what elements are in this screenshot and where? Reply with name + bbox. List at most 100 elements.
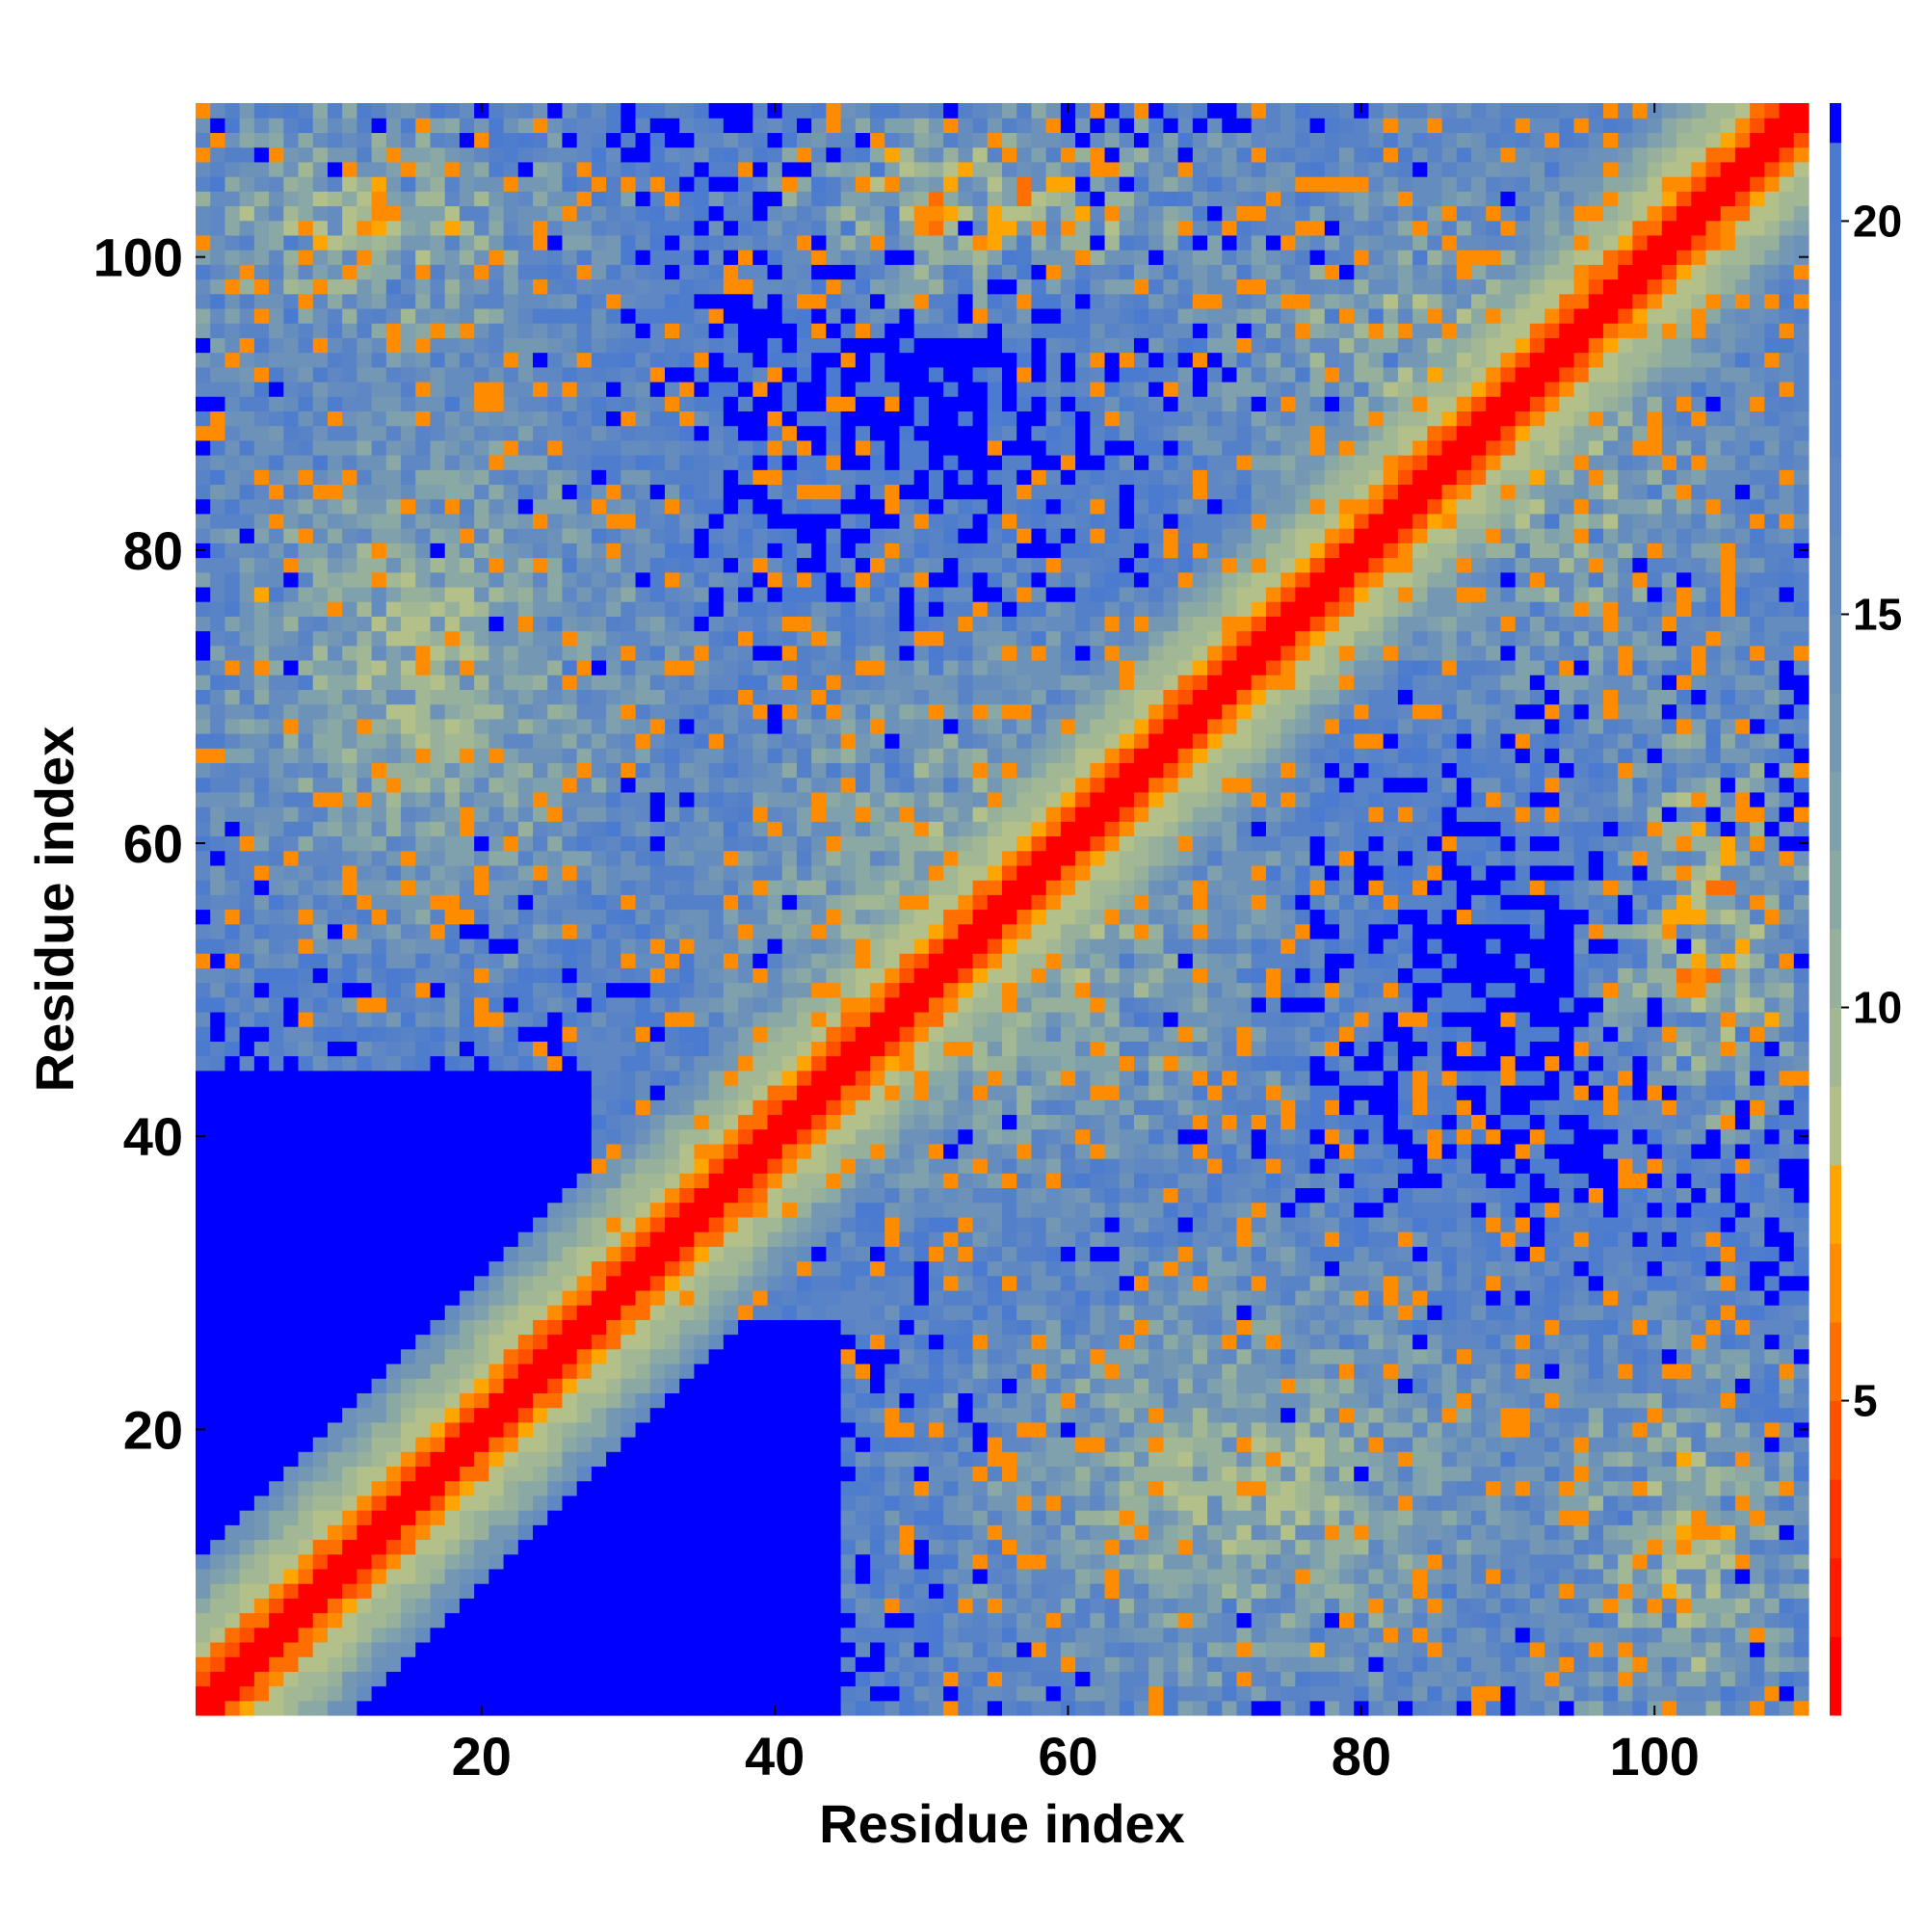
heatmap-cell bbox=[210, 118, 226, 134]
heatmap-cell bbox=[767, 659, 783, 675]
heatmap-cell bbox=[269, 571, 284, 588]
heatmap-cell bbox=[533, 953, 548, 968]
heatmap-cell bbox=[269, 543, 284, 559]
heatmap-cell bbox=[826, 1085, 842, 1100]
heatmap-cell bbox=[796, 762, 812, 779]
heatmap-cell bbox=[224, 909, 241, 925]
heatmap-cell bbox=[503, 1231, 519, 1247]
heatmap-cell bbox=[708, 381, 725, 397]
heatmap-cell bbox=[401, 1114, 416, 1130]
heatmap-cell bbox=[649, 410, 666, 427]
heatmap-cell bbox=[781, 337, 798, 354]
heatmap-cell bbox=[781, 1026, 798, 1042]
heatmap-cell bbox=[606, 278, 621, 295]
heatmap-cell bbox=[224, 1246, 241, 1262]
heatmap-cell bbox=[430, 513, 446, 529]
heatmap-cell bbox=[811, 1553, 827, 1570]
heatmap-cell bbox=[591, 1407, 607, 1423]
heatmap-cell bbox=[811, 1289, 827, 1306]
heatmap-cell bbox=[767, 1334, 783, 1350]
heatmap-cell bbox=[210, 1480, 226, 1496]
heatmap-cell bbox=[415, 323, 432, 338]
heatmap-cell bbox=[562, 498, 578, 515]
heatmap-cell bbox=[664, 191, 680, 207]
heatmap-cell bbox=[635, 659, 651, 675]
heatmap-cell bbox=[269, 1378, 284, 1393]
heatmap-cell bbox=[371, 1480, 387, 1496]
heatmap-cell bbox=[781, 718, 798, 734]
heatmap-cell bbox=[385, 1641, 402, 1657]
heatmap-cell bbox=[342, 1173, 357, 1189]
heatmap-cell bbox=[444, 132, 461, 148]
heatmap-cell bbox=[444, 718, 461, 734]
heatmap-cell bbox=[708, 425, 725, 441]
heatmap-cell bbox=[708, 1334, 725, 1350]
heatmap-cell bbox=[708, 703, 725, 720]
heatmap-cell bbox=[576, 1378, 593, 1393]
heatmap-cell bbox=[635, 132, 651, 148]
heatmap-cell bbox=[576, 1656, 593, 1672]
heatmap-cell bbox=[312, 146, 329, 163]
heatmap-cell bbox=[385, 1158, 402, 1174]
heatmap-cell bbox=[312, 250, 329, 265]
heatmap-cell bbox=[606, 307, 621, 324]
heatmap-cell bbox=[562, 1451, 578, 1468]
heatmap-cell bbox=[620, 1085, 637, 1100]
heatmap-cell bbox=[752, 425, 769, 441]
heatmap-cell bbox=[210, 1070, 226, 1086]
heatmap-cell bbox=[196, 923, 211, 940]
heatmap-cell bbox=[723, 821, 739, 837]
heatmap-cell bbox=[283, 1685, 300, 1702]
heatmap-cell bbox=[401, 1627, 416, 1643]
heatmap-cell bbox=[415, 118, 432, 134]
heatmap-cell bbox=[239, 498, 255, 515]
heatmap-cell bbox=[253, 1143, 270, 1159]
heatmap-cell bbox=[664, 791, 680, 807]
heatmap-cell bbox=[210, 146, 226, 163]
heatmap-cell bbox=[385, 953, 402, 968]
heatmap-cell bbox=[415, 1700, 432, 1716]
heatmap-cell bbox=[533, 220, 548, 236]
heatmap-cell bbox=[781, 176, 798, 192]
heatmap-cell bbox=[694, 718, 710, 734]
heatmap-cell bbox=[224, 1466, 241, 1482]
heatmap-cell bbox=[283, 469, 300, 486]
heatmap-cell bbox=[855, 1407, 871, 1423]
heatmap-cell bbox=[371, 1202, 387, 1218]
heatmap-cell bbox=[855, 1319, 871, 1336]
heatmap-cell bbox=[738, 923, 753, 940]
heatmap-cell bbox=[239, 191, 255, 207]
heatmap-cell bbox=[738, 323, 753, 338]
heatmap-cell bbox=[664, 1173, 680, 1189]
heatmap-cell bbox=[430, 323, 446, 338]
heatmap-cell bbox=[356, 1524, 373, 1541]
heatmap-cell bbox=[371, 176, 387, 192]
heatmap-cell bbox=[620, 1334, 637, 1350]
heatmap-cell bbox=[591, 1700, 607, 1716]
heatmap-cell bbox=[356, 498, 373, 515]
heatmap-cell bbox=[826, 996, 842, 1013]
heatmap-cell bbox=[269, 850, 284, 866]
heatmap-cell bbox=[562, 791, 578, 807]
heatmap-cell bbox=[239, 118, 255, 134]
heatmap-cell bbox=[503, 366, 519, 383]
heatmap-cell bbox=[576, 659, 593, 675]
heatmap-cell bbox=[342, 880, 357, 895]
heatmap-cell bbox=[547, 1275, 564, 1291]
heatmap-cell bbox=[547, 1334, 564, 1350]
heatmap-cell bbox=[415, 967, 432, 984]
heatmap-cell bbox=[224, 323, 241, 338]
heatmap-cell bbox=[385, 455, 402, 470]
heatmap-cell bbox=[459, 1114, 475, 1130]
heatmap-cell bbox=[312, 293, 329, 309]
heatmap-cell bbox=[356, 850, 373, 866]
heatmap-cell bbox=[312, 1437, 329, 1452]
heatmap-cell bbox=[738, 1070, 753, 1086]
heatmap-cell bbox=[253, 1466, 270, 1482]
heatmap-cell bbox=[855, 1451, 871, 1468]
heatmap-cell bbox=[327, 675, 343, 690]
heatmap-cell bbox=[210, 176, 226, 192]
heatmap-cell bbox=[723, 894, 739, 911]
heatmap-cell bbox=[708, 1656, 725, 1672]
heatmap-cell bbox=[253, 1041, 270, 1057]
